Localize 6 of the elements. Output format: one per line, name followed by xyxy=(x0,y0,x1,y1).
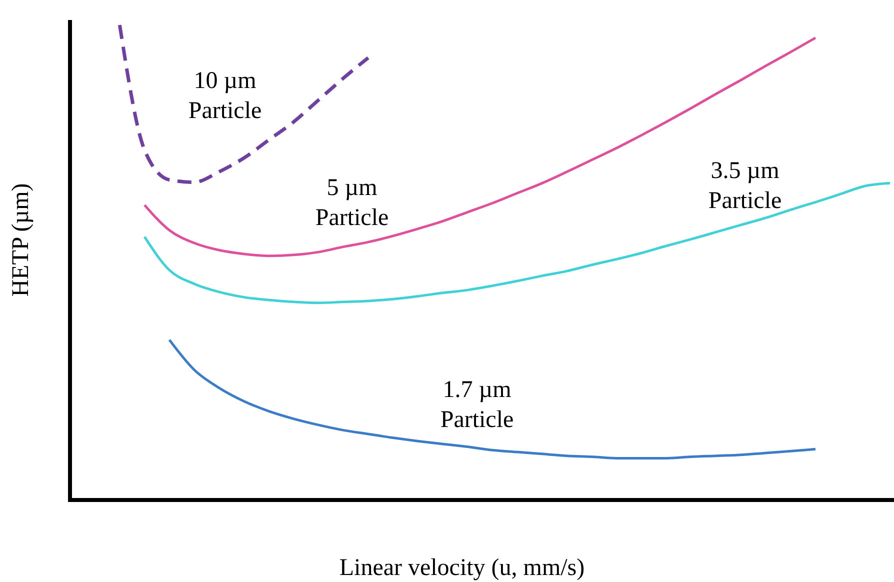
series-label: 1.7 µm Particle xyxy=(440,377,514,433)
series-label: 3.5 µm Particle xyxy=(708,158,782,214)
x-axis-title: Linear velocity (u, mm/s) xyxy=(339,555,585,581)
series-label: 10 µm Particle xyxy=(188,68,262,124)
y-axis-title: HETP (µm) xyxy=(8,183,34,297)
series-label: 5 µm Particle xyxy=(315,175,389,231)
